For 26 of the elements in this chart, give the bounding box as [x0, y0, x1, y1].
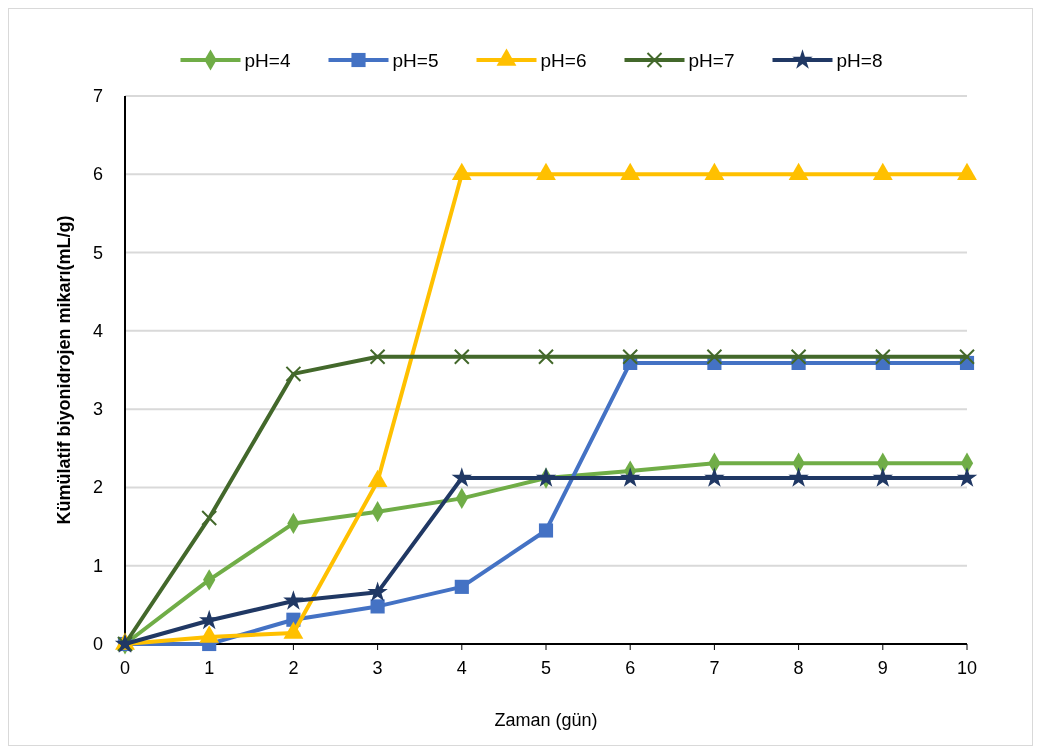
legend-label: pH=6 [540, 50, 587, 71]
x-tick-label: 6 [625, 658, 636, 678]
x-tick-label: 7 [709, 658, 720, 678]
y-tick-label: 4 [92, 320, 103, 341]
legend-label: pH=4 [244, 50, 291, 71]
x-tick-label: 10 [956, 658, 978, 678]
x-tick-label: 3 [372, 658, 383, 678]
y-axis-title: Kümülatif biyonidrojen mikarı(mL/g) [54, 215, 74, 525]
x-tick-label: 0 [119, 658, 131, 678]
legend-label: pH=5 [392, 50, 439, 71]
y-tick-label: 1 [92, 555, 103, 576]
x-tick-label: 4 [456, 658, 467, 678]
y-tick-label: 7 [92, 86, 103, 106]
legend-label: pH=7 [688, 50, 735, 71]
y-tick-label: 2 [92, 477, 103, 498]
x-tick-label: 8 [793, 658, 804, 678]
y-tick-label: 0 [92, 634, 103, 654]
x-tick-label: 1 [204, 658, 215, 678]
x-tick-label: 9 [877, 658, 888, 678]
y-tick-label: 6 [92, 164, 103, 185]
y-tick-label: 3 [92, 399, 103, 420]
x-axis-title: Zaman (gün) [494, 710, 598, 730]
x-tick-label: 5 [540, 658, 552, 678]
y-tick-label: 5 [92, 242, 103, 263]
x-tick-label: 2 [288, 658, 299, 678]
legend-label: pH=8 [836, 50, 883, 71]
